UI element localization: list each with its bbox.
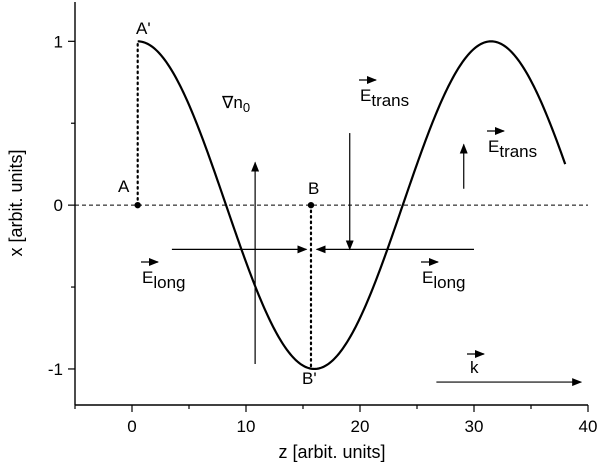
y-axis-title: x [arbit. units] (6, 149, 26, 256)
e-trans-label-1: Etrans (360, 86, 409, 110)
point-label-b-prime: B' (302, 369, 317, 388)
point-label-a: A (118, 177, 130, 196)
e-trans-label-2: Etrans (488, 137, 537, 161)
x-axis-title: z [arbit. units] (278, 442, 385, 462)
e-long-label-2: Elong (422, 268, 465, 292)
x-tick-label: 0 (127, 417, 136, 436)
point-a (134, 201, 141, 209)
k-label: k (470, 358, 479, 377)
cosine-curve (137, 40, 567, 371)
y-tick-label: 0 (54, 196, 63, 215)
point-label-a-prime: A' (136, 19, 151, 38)
x-tick-label: 10 (237, 417, 256, 436)
point-b (307, 201, 315, 209)
e-long-label-1: Elong (142, 268, 185, 292)
x-tick-label: 40 (579, 417, 598, 436)
point-label-b: B (308, 179, 319, 198)
y-tick-label: -1 (48, 360, 63, 379)
grad-n0-label: ∇n0 (221, 93, 250, 115)
x-tick-label: 20 (351, 417, 370, 436)
x-tick-label: 30 (465, 417, 484, 436)
y-tick-label: 1 (54, 32, 63, 51)
